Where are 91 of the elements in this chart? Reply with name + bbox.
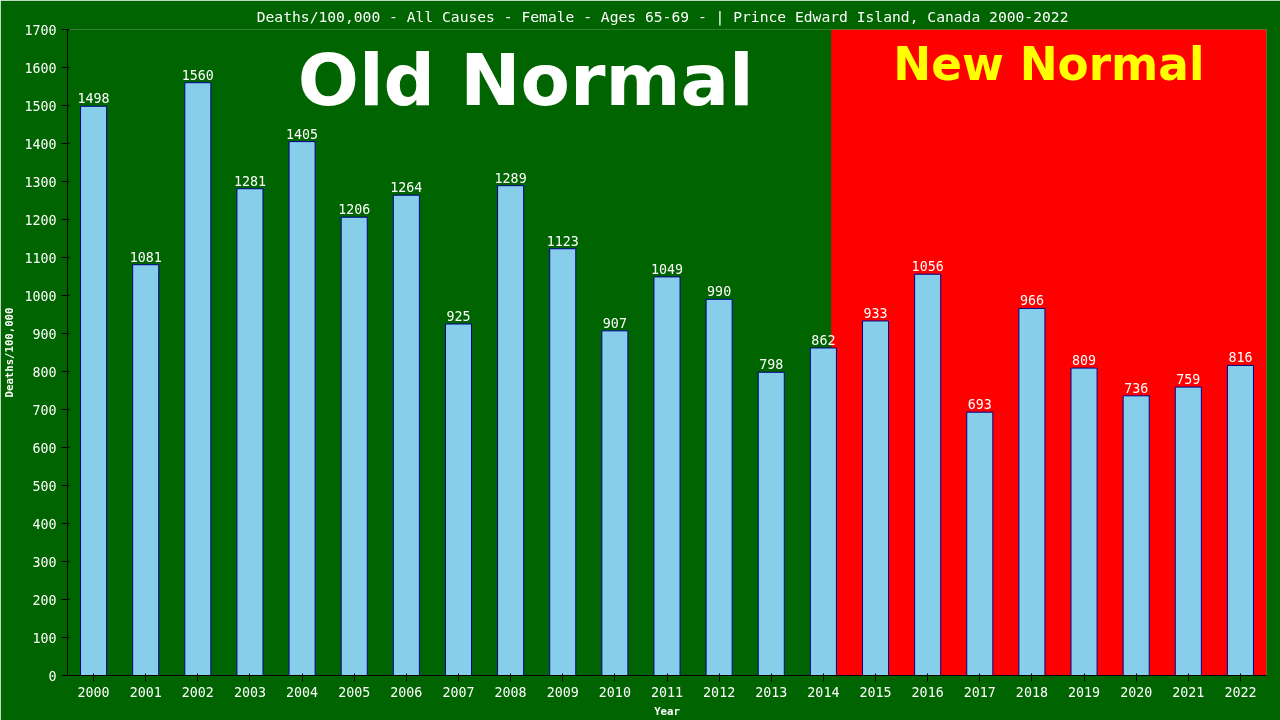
data-label: 966	[1019, 293, 1044, 309]
chart-title: Deaths/100,000 - All Causes - Female - Ages 65-69 - | Prince Edward Island, Canada 2000-2022	[256, 7, 1069, 26]
data-label: 933	[863, 305, 888, 321]
bar	[1122, 395, 1150, 676]
x-tick-label: 2003	[233, 684, 267, 700]
x-tick-label: 2017	[963, 684, 996, 700]
data-label: 693	[967, 397, 992, 413]
x-tick-label: 2011	[650, 684, 684, 700]
x-tick-label: 2016	[911, 684, 944, 700]
x-tick-label: 2008	[494, 684, 527, 700]
y-tick-label: 1000	[24, 288, 57, 304]
bar	[705, 298, 733, 676]
y-tick-label: 1100	[24, 250, 57, 266]
y-tick-label: 1300	[24, 174, 57, 190]
data-label: 736	[1124, 380, 1149, 396]
data-label: 1498	[77, 91, 110, 107]
data-label: 759	[1176, 372, 1201, 388]
y-tick-label: 1200	[24, 212, 57, 228]
bar	[340, 216, 368, 676]
band-label: Old Normal	[297, 37, 754, 122]
y-tick-label: 600	[32, 440, 57, 456]
y-tick-label: 1400	[24, 136, 57, 152]
x-axis-title: Year	[654, 704, 680, 718]
data-label: 1123	[546, 233, 579, 249]
x-tick-label: 2019	[1067, 684, 1101, 700]
x-tick-label: 2022	[1224, 684, 1257, 700]
bar	[861, 320, 890, 676]
y-axis-title: Deaths/100,000	[3, 307, 17, 398]
y-tick-label: 800	[32, 364, 57, 380]
y-tick-label: 1600	[24, 60, 57, 76]
y-tick-label: 100	[32, 630, 57, 646]
bar	[392, 194, 420, 676]
bar	[549, 248, 577, 676]
x-tick-label: 2001	[129, 684, 162, 700]
bar	[653, 276, 681, 676]
x-tick-label: 2012	[703, 684, 736, 700]
x-tick-label: 2006	[390, 684, 423, 700]
x-tick-label: 2005	[338, 684, 371, 700]
data-label: 925	[446, 309, 471, 324]
bar	[914, 273, 942, 676]
x-tick-label: 2021	[1172, 684, 1205, 700]
bar	[184, 82, 212, 676]
y-tick-label: 200	[32, 592, 57, 608]
x-tick-label: 2015	[859, 684, 892, 700]
y-tick-label: 1700	[24, 22, 57, 38]
x-tick-label: 2002	[181, 684, 214, 700]
x-tick-label: 2000	[77, 684, 110, 700]
y-tick-label: 500	[32, 478, 57, 494]
bar	[1226, 364, 1254, 676]
bar	[444, 323, 473, 676]
bar	[757, 371, 785, 676]
bar	[236, 188, 264, 676]
y-tick-label: 400	[32, 516, 57, 532]
data-label: 1560	[181, 67, 214, 83]
x-tick-label: 2007	[442, 684, 475, 700]
data-label: 798	[759, 357, 784, 373]
y-tick-label: 1500	[24, 98, 57, 114]
x-tick-label: 2009	[546, 684, 579, 700]
data-label: 907	[602, 315, 627, 331]
data-label: 809	[1072, 353, 1097, 369]
data-label: 1206	[338, 202, 371, 218]
data-label: 1081	[129, 249, 162, 265]
x-tick-label: 2020	[1120, 684, 1153, 700]
x-tick-label: 2014	[807, 684, 840, 700]
bar	[601, 330, 629, 676]
x-tick-label: 2018	[1015, 684, 1048, 700]
bar	[132, 264, 160, 676]
data-label: 1049	[650, 261, 684, 277]
data-label: 1405	[286, 126, 319, 142]
x-tick-label: 2010	[598, 684, 631, 700]
bar	[288, 141, 316, 676]
bar	[809, 347, 837, 676]
bar	[1070, 367, 1098, 676]
data-label: 1289	[494, 170, 527, 186]
data-label: 1281	[233, 173, 267, 189]
bar	[1018, 307, 1046, 676]
bar	[80, 105, 108, 676]
band-label: New Normal	[893, 37, 1205, 91]
x-tick-label: 2004	[286, 684, 319, 700]
y-tick-label: 900	[32, 326, 57, 342]
x-tick-label: 2013	[755, 684, 788, 700]
bar	[497, 185, 525, 676]
y-tick-label: 700	[32, 402, 57, 418]
bar	[966, 411, 994, 676]
data-label: 990	[707, 284, 732, 300]
data-label: 816	[1228, 350, 1253, 366]
data-label: 1056	[911, 259, 944, 275]
bar	[1174, 386, 1202, 676]
y-tick-label: 300	[32, 554, 57, 570]
data-label: 1264	[390, 180, 423, 196]
y-tick-label: 0	[48, 668, 57, 684]
